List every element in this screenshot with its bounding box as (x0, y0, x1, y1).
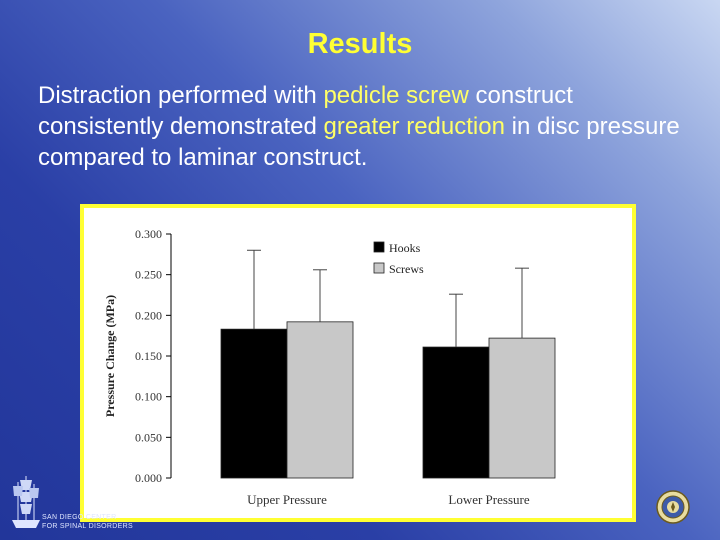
y-tick-label: 0.000 (135, 471, 162, 485)
bar-screws (286, 321, 354, 479)
y-tick-label: 0.100 (135, 390, 162, 404)
y-tick-label: 0.050 (135, 430, 162, 444)
bar-hooks (220, 328, 288, 479)
legend-swatch-screws (373, 262, 385, 274)
body-text-1: Distraction performed with (38, 82, 324, 109)
y-axis-label: Pressure Change (MPa) (103, 295, 117, 417)
logo-text-line1: SAN DIEGO CENTER (42, 514, 117, 521)
ship-icon (12, 476, 40, 528)
x-category-label: Upper Pressure (247, 492, 327, 507)
y-tick-label: 0.200 (135, 308, 162, 322)
bar-hooks (422, 346, 490, 479)
body-text-3: in disc pressure compared to laminar con… (38, 113, 680, 171)
slide-title: Results (307, 28, 413, 60)
seal-icon (656, 490, 690, 524)
legend-swatch-hooks (373, 241, 385, 253)
y-tick-label: 0.250 (135, 268, 162, 282)
bar-screws (488, 337, 556, 479)
logo-text-line2: FOR SPINAL DISORDERS (42, 523, 133, 530)
slide-body-text: Distraction performed with pedicle screw… (38, 80, 698, 173)
y-tick-label: 0.300 (135, 227, 162, 241)
y-tick-label: 0.150 (135, 349, 162, 363)
legend-label-screws: Screws (389, 262, 424, 276)
legend-label-hooks: Hooks (389, 241, 421, 255)
body-highlight-2: greater reduction (323, 113, 505, 140)
chart-frame: 0.000 0.050 0.100 0.150 0.200 0.250 0.300 Press… (80, 204, 636, 522)
x-category-label: Lower Pressure (448, 492, 529, 507)
body-highlight-1: pedicle screw (323, 82, 469, 109)
body-text-2: construct consistently demonstrated (38, 82, 573, 140)
bar-chart: 0.000 0.050 0.100 0.150 0.200 0.250 0.300 Press… (103, 227, 556, 507)
institution-logo: SAN DIEGO CENTER FOR SPINAL DISORDERS (6, 474, 133, 536)
